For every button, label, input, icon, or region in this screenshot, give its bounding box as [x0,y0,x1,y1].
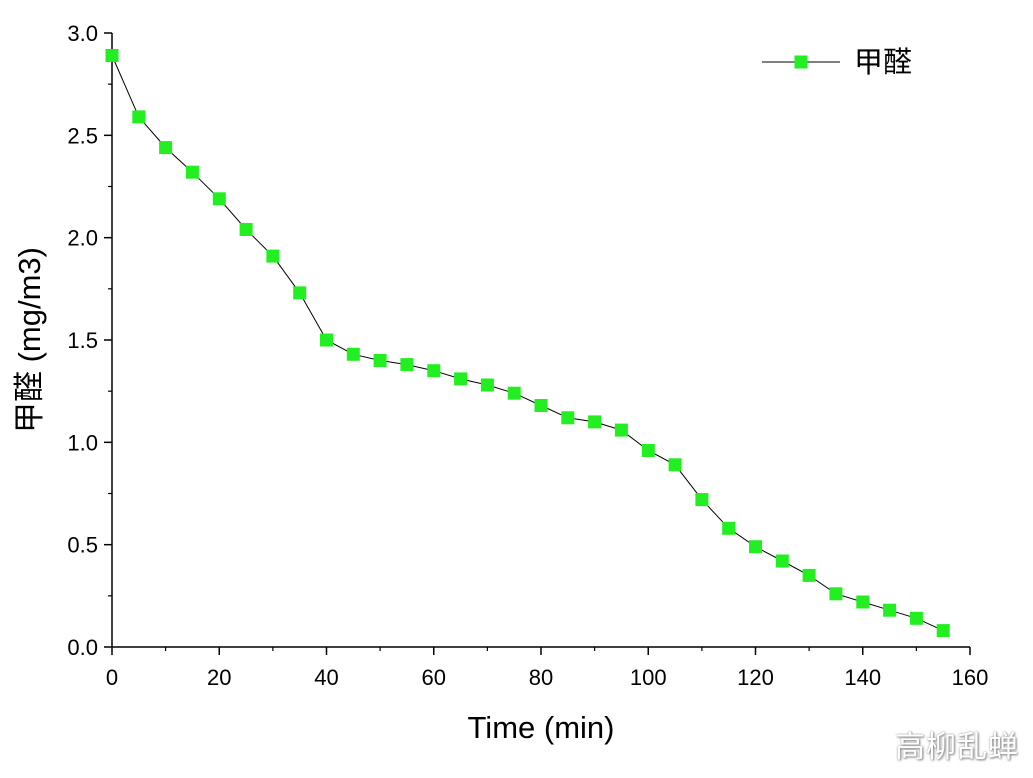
watermark: 高柳乱蝉 [895,730,1019,765]
data-point [802,568,816,582]
data-point [614,423,628,437]
x-tick-label: 160 [952,665,989,690]
y-tick-label: 2.0 [67,226,98,251]
x-tick-label: 120 [737,665,774,690]
data-point [346,347,360,361]
y-tick-label: 0.5 [67,533,98,558]
data-point [883,603,897,617]
data-point [829,587,843,601]
data-point [132,110,146,124]
data-point [641,444,655,457]
x-tick-label: 0 [106,665,118,690]
data-point [105,49,119,62]
y-tick-label: 2.5 [67,123,98,148]
y-tick-label: 3.0 [67,21,98,46]
data-point [909,611,923,625]
y-tick-label: 1.0 [67,430,98,455]
data-point [293,286,307,300]
data-point [507,386,521,400]
series-polyline [111,55,944,632]
x-tick-label: 140 [844,665,881,690]
x-tick-label: 60 [422,665,446,690]
axes [111,33,970,648]
data-point [427,364,441,378]
data-point [320,333,333,347]
data-point [239,223,253,236]
ticks [104,32,971,655]
data-point [775,554,789,568]
data-point [185,165,199,179]
y-axis-title: 甲醛 (mg/m3) [12,247,47,433]
data-point [454,372,468,386]
data-point [212,192,226,206]
data-point [722,521,736,535]
data-point [373,354,387,367]
x-axis-title: Time (min) [468,710,615,745]
x-tick-label: 40 [314,665,338,690]
data-point [400,358,414,372]
series-points [105,49,950,638]
data-point [695,493,709,507]
x-tick-label: 20 [207,665,231,690]
data-point [480,378,494,392]
data-point [856,595,870,609]
series-line [111,55,944,632]
x-tick-label: 100 [630,665,667,690]
data-point [159,141,173,155]
data-point [561,411,575,425]
data-point [936,624,950,638]
y-tick-label: 0.0 [67,635,98,660]
data-point [749,540,762,554]
legend-label: 甲醛 [854,45,912,79]
data-point [266,249,280,263]
x-tick-label: 80 [529,665,553,690]
data-point [668,458,682,472]
data-point [534,399,548,412]
legend: 甲醛 [762,45,912,79]
y-tick-label: 1.5 [67,328,98,353]
data-point [588,415,602,429]
tick-labels: 0 20 40 60 80 100 120 140 160 0.0 0.5 1.0 1.5 2.0 2.5 3… [67,21,988,690]
legend-marker [794,55,808,69]
